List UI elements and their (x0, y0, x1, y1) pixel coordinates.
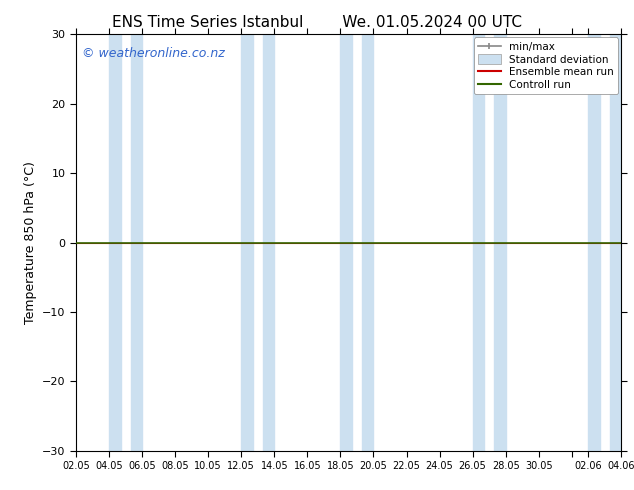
Bar (610, 34, 621, 451)
Y-axis label: Temperature 850 hPa (°C): Temperature 850 hPa (°C) (23, 161, 37, 324)
Bar (242, 34, 253, 451)
Bar (362, 34, 373, 451)
Bar (109, 34, 120, 451)
Bar (494, 34, 506, 451)
Bar (131, 34, 142, 451)
Text: ENS Time Series Istanbul        We. 01.05.2024 00 UTC: ENS Time Series Istanbul We. 01.05.2024 … (112, 15, 522, 30)
Text: © weatheronline.co.nz: © weatheronline.co.nz (82, 47, 224, 60)
Bar (340, 34, 352, 451)
Bar (472, 34, 484, 451)
Bar (262, 34, 275, 451)
Legend: min/max, Standard deviation, Ensemble mean run, Controll run: min/max, Standard deviation, Ensemble me… (474, 37, 618, 95)
Bar (588, 34, 600, 451)
